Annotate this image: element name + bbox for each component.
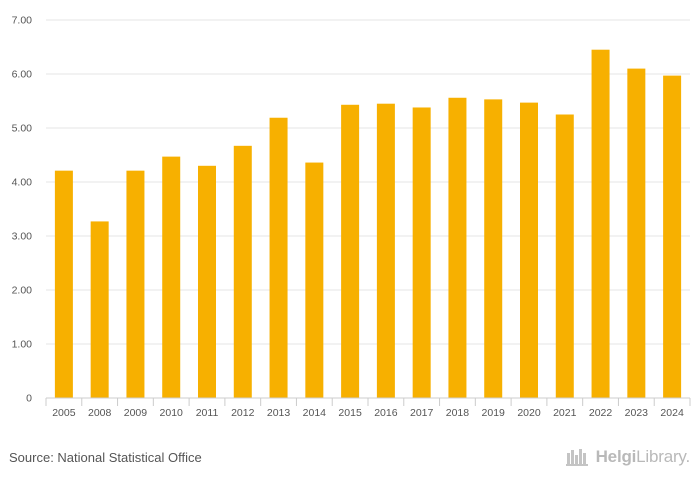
y-tick-label: 6.00: [12, 69, 33, 81]
bar-2009[interactable]: [126, 170, 145, 398]
y-tick-label: 2.00: [12, 285, 33, 297]
x-tick-label: 2022: [589, 407, 613, 419]
bar-2016[interactable]: [376, 103, 395, 398]
bar-2024[interactable]: [663, 75, 682, 399]
y-tick-label: 5.00: [12, 123, 33, 135]
bar-2017[interactable]: [412, 107, 431, 398]
gridlines: [46, 19, 690, 345]
x-tick-label: 2014: [303, 407, 327, 419]
x-tick-label: 2012: [231, 407, 255, 419]
bar-2023[interactable]: [627, 68, 646, 398]
source-note: Source: National Statistical Office: [9, 450, 202, 465]
x-tick-label: 2013: [267, 407, 291, 419]
x-tick-label: 2010: [160, 407, 184, 419]
bar-2018[interactable]: [448, 97, 467, 398]
x-tick-label: 2017: [410, 407, 434, 419]
x-axis-ticks: 2005 2008 2009 2010 2011 2012 2013 2014 2015 2016…: [45, 398, 691, 419]
bar-2008[interactable]: [90, 221, 109, 398]
x-tick-label: 2018: [446, 407, 470, 419]
logo-text: HelgiLibrary.: [595, 447, 691, 467]
x-tick-label: 2023: [625, 407, 649, 419]
x-tick-label: 2016: [374, 407, 398, 419]
x-tick-label: 2019: [482, 407, 506, 419]
bars: [54, 49, 682, 399]
x-tick-label: 2021: [553, 407, 577, 419]
bar-2022[interactable]: [591, 49, 610, 398]
x-tick-label: 2008: [88, 407, 112, 419]
bar-2019[interactable]: [484, 99, 503, 398]
bar-2014[interactable]: [305, 162, 324, 398]
x-tick-label: 2005: [52, 407, 76, 419]
x-tick-label: 2015: [338, 407, 362, 419]
bar-2021[interactable]: [555, 114, 574, 399]
x-tick-label: 2020: [517, 407, 541, 419]
bar-2013[interactable]: [269, 117, 288, 399]
y-tick-label: 0: [26, 393, 32, 405]
y-tick-label: 1.00: [12, 339, 33, 351]
logo-text-light: Library.: [636, 447, 690, 466]
x-tick-label: 2024: [660, 407, 684, 419]
y-axis-ticks: 0 1.00 2.00 3.00 4.00 5.00 6.00 7.00: [12, 15, 33, 405]
bar-2012[interactable]: [233, 145, 252, 398]
helgi-library-logo[interactable]: HelgiLibrary.: [565, 447, 691, 467]
bar-2020[interactable]: [520, 102, 538, 399]
library-logo-icon: [565, 449, 588, 466]
bar-2011[interactable]: [198, 165, 216, 398]
y-tick-label: 3.00: [12, 231, 33, 243]
logo-text-bold: Helgi: [595, 447, 637, 466]
bar-2010[interactable]: [162, 156, 181, 398]
x-tick-label: 2009: [124, 407, 148, 419]
bar-2015[interactable]: [341, 104, 360, 398]
y-tick-label: 7.00: [12, 15, 33, 27]
x-tick-label: 2011: [196, 407, 219, 419]
y-tick-label: 4.00: [12, 177, 33, 189]
bar-2005[interactable]: [54, 170, 73, 398]
